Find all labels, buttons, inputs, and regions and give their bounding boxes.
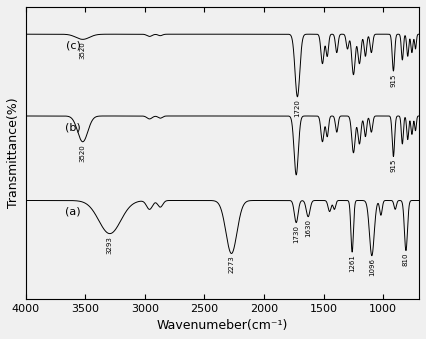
X-axis label: Wavenumeber(cm⁻¹): Wavenumeber(cm⁻¹) xyxy=(157,319,288,332)
Y-axis label: Transmittance(%): Transmittance(%) xyxy=(7,98,20,208)
Text: 1261: 1261 xyxy=(349,254,355,272)
Text: (c): (c) xyxy=(66,40,81,50)
Text: 2273: 2273 xyxy=(228,256,234,274)
Text: 1730: 1730 xyxy=(293,225,299,243)
Text: (a): (a) xyxy=(66,206,81,217)
Text: (b): (b) xyxy=(65,122,81,132)
Text: 1096: 1096 xyxy=(369,258,375,276)
Text: 3520: 3520 xyxy=(80,42,86,59)
Text: 915: 915 xyxy=(390,73,397,86)
Text: 1720: 1720 xyxy=(294,99,300,117)
Text: 3520: 3520 xyxy=(80,144,86,162)
Text: 915: 915 xyxy=(390,159,397,172)
Text: 3293: 3293 xyxy=(107,236,113,254)
Text: 1630: 1630 xyxy=(305,219,311,237)
Text: 810: 810 xyxy=(403,253,409,266)
